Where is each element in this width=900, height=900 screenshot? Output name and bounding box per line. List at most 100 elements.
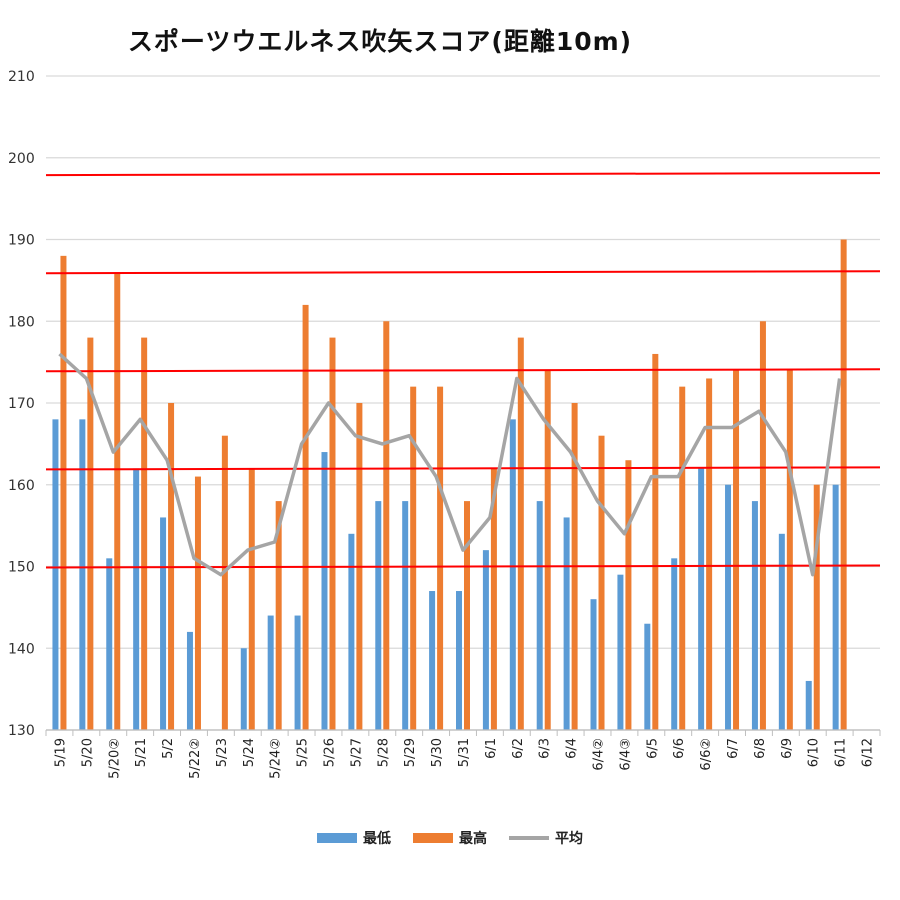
bar-min-5/29	[402, 501, 409, 730]
legend-swatch-min	[317, 833, 357, 843]
bar-min-5/28	[375, 501, 382, 730]
bar-max-6/9	[786, 370, 793, 730]
bar-min-5/20②	[106, 558, 113, 730]
bar-max-5/24②	[275, 501, 282, 730]
legend-label-max: 最高	[459, 831, 487, 847]
bar-max-5/20②	[114, 272, 121, 730]
bar-max-5/24	[248, 468, 255, 730]
bar-max-6/1	[490, 468, 497, 730]
x-tick-label: 6/11	[834, 738, 849, 767]
legend-item-max: 最高	[413, 828, 487, 848]
legend-label-min: 最低	[363, 831, 391, 847]
bar-min-6/4②	[590, 599, 597, 730]
bar-max-6/10	[813, 484, 820, 730]
bar-min-6/6②	[698, 468, 705, 730]
average-line	[58, 352, 842, 577]
x-tick-label: 5/31	[457, 738, 472, 767]
legend-label-avg: 平均	[555, 831, 583, 847]
legend-item-avg: 平均	[509, 828, 583, 848]
bar-max-6/11	[840, 239, 847, 730]
reference-line-174	[45, 368, 881, 373]
x-tick-label: 5/21	[134, 738, 149, 767]
bars	[52, 239, 847, 730]
bar-max-5/29	[410, 386, 417, 730]
bar-max-5/26	[329, 337, 336, 730]
x-tick-label: 6/4③	[618, 738, 633, 771]
bar-min-6/4	[563, 517, 570, 730]
x-tick-label: 6/3	[538, 738, 553, 759]
bar-min-5/22②	[186, 631, 193, 730]
bar-min-6/2	[509, 419, 516, 730]
bar-max-6/2	[517, 337, 524, 730]
bar-min-5/25	[294, 615, 301, 730]
x-tick-label: 5/30	[430, 738, 445, 767]
bar-min-5/27	[348, 533, 355, 730]
reference-line-162	[45, 466, 881, 471]
bar-min-6/9	[778, 533, 785, 730]
bar-max-5/22②	[194, 476, 201, 730]
reference-line-186	[45, 270, 881, 275]
bar-max-5/23	[221, 435, 228, 730]
x-tick-label: 5/26	[322, 738, 337, 767]
bar-max-6/6②	[706, 378, 713, 730]
bar-min-5/20	[79, 419, 86, 730]
bar-min-5/31	[456, 591, 462, 730]
x-tick-label: 6/8	[753, 738, 768, 759]
bar-min-5/24	[240, 648, 247, 730]
bar-max-5/31	[464, 501, 470, 730]
y-tick-label: 140	[8, 641, 35, 657]
reference-lines	[45, 172, 881, 569]
bar-max-5/25	[302, 304, 309, 730]
bar-min-6/4③	[617, 574, 624, 730]
y-tick-label: 130	[8, 723, 35, 739]
y-tick-label: 200	[8, 151, 35, 167]
x-tick-label: 5/24	[242, 738, 257, 767]
bar-max-5/28	[383, 321, 390, 730]
x-tick-label: 5/28	[376, 738, 391, 767]
x-tick-label: 5/19	[53, 738, 68, 767]
y-tick-label: 210	[8, 69, 35, 85]
bar-min-5/2	[160, 517, 167, 730]
bar-min-6/6	[671, 558, 678, 730]
x-tick-label: 6/7	[726, 738, 741, 759]
x-tick-label: 5/25	[296, 738, 311, 767]
chart-title: スポーツウエルネス吹矢スコア(距離10m)	[127, 27, 633, 56]
bar-min-5/24②	[267, 615, 274, 730]
x-tick-label: 6/1	[484, 738, 499, 759]
bar-min-5/19	[52, 419, 59, 730]
bar-max-6/4②	[598, 435, 605, 730]
bar-min-6/7	[725, 484, 732, 730]
y-tick-label: 150	[8, 560, 35, 576]
bar-min-5/30	[429, 591, 436, 730]
axes: 130 140 150 160 170 180 190 200 210 5/19 5/20 5/20②…	[8, 69, 881, 779]
bar-max-5/21	[141, 337, 148, 730]
legend-swatch-max	[413, 833, 453, 843]
bar-max-6/7	[733, 370, 740, 730]
reference-line-198	[45, 172, 881, 177]
x-tick-label: 6/2	[511, 738, 526, 759]
x-tick-label: 5/22②	[188, 738, 203, 779]
bar-max-6/8	[759, 321, 766, 730]
bar-min-6/5	[644, 623, 651, 730]
x-tick-label: 6/6	[672, 738, 687, 759]
legend-item-min: 最低	[317, 828, 391, 848]
bar-min-6/11	[832, 484, 839, 730]
x-tick-label: 6/4②	[592, 738, 607, 771]
x-tick-label: 5/20②	[107, 738, 122, 779]
bar-max-5/30	[437, 386, 444, 730]
x-tick-label: 6/6②	[699, 738, 714, 771]
x-tick-label: 6/10	[807, 738, 822, 767]
x-tick-label: 6/9	[780, 738, 795, 759]
y-tick-label: 190	[8, 233, 35, 249]
y-tick-label: 160	[8, 478, 35, 494]
bar-max-6/5	[652, 353, 659, 730]
x-tick-label: 5/27	[349, 738, 364, 767]
bar-min-6/1	[482, 550, 489, 730]
reference-line-150	[45, 564, 881, 569]
y-tick-label: 180	[8, 314, 35, 330]
x-tick-label: 6/4	[565, 738, 580, 759]
x-tick-label: 6/5	[645, 738, 660, 759]
bar-max-6/4③	[625, 460, 632, 730]
x-tick-label: 5/29	[403, 738, 418, 767]
